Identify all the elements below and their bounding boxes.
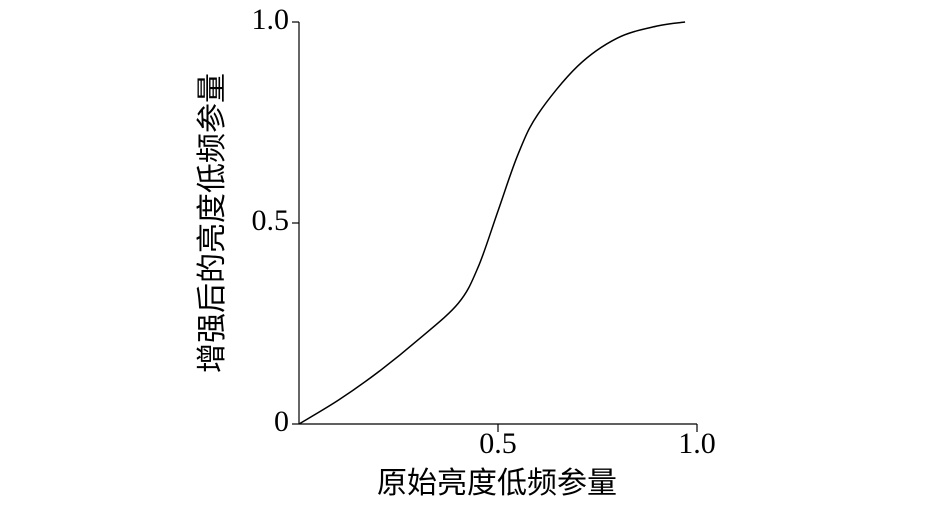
y-tick-label: 0 — [274, 405, 289, 438]
y-tick-label: 1.0 — [252, 3, 290, 36]
y-axis-label: 增强后的亮度低频参量 — [196, 73, 229, 373]
x-tick-label: 1.0 — [678, 427, 716, 460]
x-axis-label: 原始亮度低频参量 — [377, 467, 617, 500]
curve — [298, 21, 686, 425]
y-tick-label: 0.5 — [252, 204, 290, 237]
x-tick-label: 0.5 — [479, 427, 517, 460]
